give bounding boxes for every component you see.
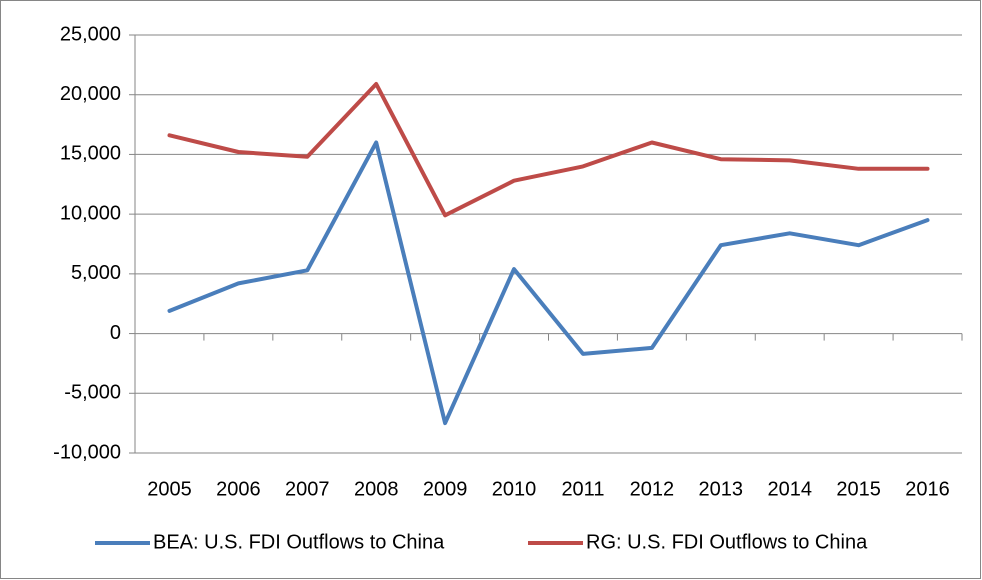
x-tick-label: 2006 bbox=[216, 478, 261, 500]
legend-label: BEA: U.S. FDI Outflows to China bbox=[153, 531, 445, 553]
y-tick-label: 0 bbox=[110, 322, 121, 344]
y-tick-label: 5,000 bbox=[71, 262, 121, 284]
y-tick-label: -10,000 bbox=[53, 441, 121, 463]
x-tick-label: 2010 bbox=[492, 478, 537, 500]
x-tick-label: 2007 bbox=[285, 478, 330, 500]
legend-label: RG: U.S. FDI Outflows to China bbox=[586, 531, 868, 553]
x-tick-label: 2011 bbox=[561, 478, 604, 500]
x-tick-label: 2009 bbox=[423, 478, 468, 500]
y-tick-label: 25,000 bbox=[60, 23, 121, 45]
y-tick-label: -5,000 bbox=[64, 382, 121, 404]
x-tick-label: 2015 bbox=[836, 478, 881, 500]
data-line bbox=[167, 140, 930, 426]
data-line bbox=[167, 82, 930, 218]
x-tick-label: 2005 bbox=[147, 478, 192, 500]
x-tick-label: 2016 bbox=[905, 478, 950, 500]
x-tick-label: 2014 bbox=[767, 478, 812, 500]
x-tick-label: 2008 bbox=[354, 478, 399, 500]
y-tick-label: 15,000 bbox=[60, 143, 121, 165]
x-tick-label: 2013 bbox=[699, 478, 744, 500]
x-tick-label: 2012 bbox=[630, 478, 675, 500]
y-tick-label: 10,000 bbox=[60, 202, 121, 224]
y-tick-label: 20,000 bbox=[60, 83, 121, 105]
